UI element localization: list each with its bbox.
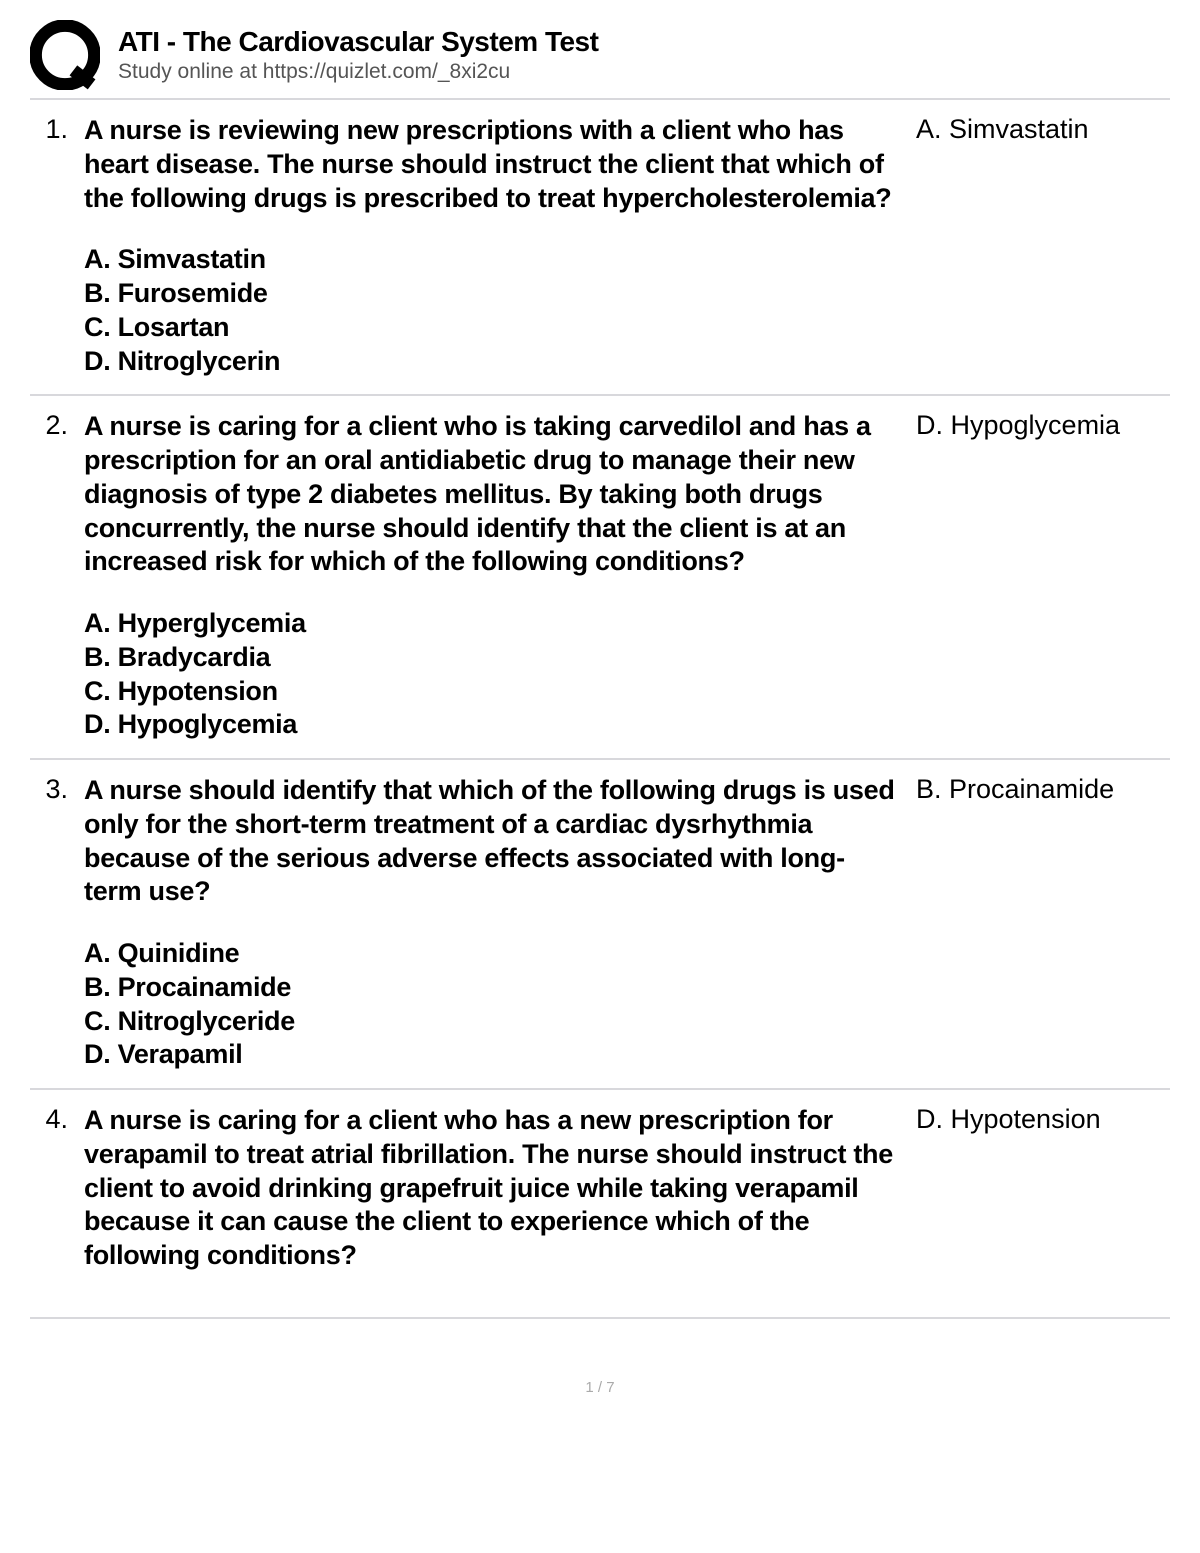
question-option: B. Furosemide — [84, 277, 898, 311]
question-option: B. Bradycardia — [84, 641, 898, 675]
page-header: ATI - The Cardiovascular System Test Stu… — [30, 20, 1170, 100]
question-body: A nurse is caring for a client who is ta… — [84, 410, 898, 742]
question-option: A. Quinidine — [84, 937, 898, 971]
question-option: B. Procainamide — [84, 971, 898, 1005]
study-link-text: Study online at https://quizlet.com/_8xi… — [118, 60, 1170, 84]
question-stem: A nurse is caring for a client who is ta… — [84, 410, 898, 579]
question-stem: A nurse is caring for a client who has a… — [84, 1104, 898, 1273]
question-option: C. Losartan — [84, 311, 898, 345]
question-answer: D. Hypotension — [910, 1104, 1170, 1301]
question-option: C. Nitroglyceride — [84, 1005, 898, 1039]
question-list: 1.A nurse is reviewing new prescriptions… — [30, 100, 1170, 1319]
question-answer: D. Hypoglycemia — [910, 410, 1170, 742]
question-stem: A nurse should identify that which of th… — [84, 774, 898, 909]
question-body: A nurse is reviewing new prescriptions w… — [84, 114, 898, 378]
page-number: 1 / 7 — [30, 1379, 1170, 1396]
question-stem: A nurse is reviewing new prescriptions w… — [84, 114, 898, 215]
question-option: D. Hypoglycemia — [84, 708, 898, 742]
quizlet-q-icon — [30, 20, 100, 90]
question-body: A nurse should identify that which of th… — [84, 774, 898, 1072]
question-option: A. Hyperglycemia — [84, 607, 898, 641]
question-answer: B. Procainamide — [910, 774, 1170, 1072]
question-answer: A. Simvastatin — [910, 114, 1170, 378]
question-option: D. Nitroglycerin — [84, 345, 898, 379]
question-option: A. Simvastatin — [84, 243, 898, 277]
question-body: A nurse is caring for a client who has a… — [84, 1104, 898, 1301]
question-row: 3.A nurse should identify that which of … — [30, 760, 1170, 1090]
header-text-block: ATI - The Cardiovascular System Test Stu… — [118, 26, 1170, 84]
question-option: D. Verapamil — [84, 1038, 898, 1072]
page-title: ATI - The Cardiovascular System Test — [118, 26, 1170, 58]
question-number: 4. — [30, 1104, 72, 1301]
question-number: 1. — [30, 114, 72, 378]
question-row: 2.A nurse is caring for a client who is … — [30, 396, 1170, 760]
question-number: 2. — [30, 410, 72, 742]
question-row: 4.A nurse is caring for a client who has… — [30, 1090, 1170, 1319]
question-row: 1.A nurse is reviewing new prescriptions… — [30, 100, 1170, 396]
question-option: C. Hypotension — [84, 675, 898, 709]
question-number: 3. — [30, 774, 72, 1072]
